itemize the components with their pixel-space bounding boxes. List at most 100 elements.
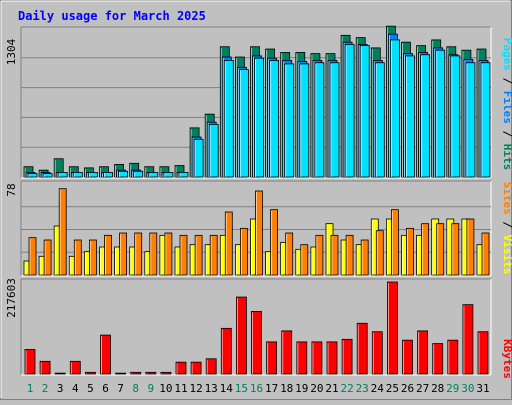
day-label: 11 xyxy=(174,382,187,395)
day-label: 9 xyxy=(147,382,154,395)
bar-sites xyxy=(104,234,112,276)
bar-kbytes xyxy=(160,371,172,375)
bar-kbytes xyxy=(54,372,66,375)
bar-kbytes xyxy=(356,322,368,375)
bar-sites xyxy=(28,237,37,276)
bar-sites xyxy=(270,209,279,276)
bar-kbytes xyxy=(462,304,474,375)
bar-pages xyxy=(88,172,98,178)
bar-sites xyxy=(239,227,248,276)
day-label: 28 xyxy=(431,382,444,395)
chart-title: Daily usage for March 2025 xyxy=(18,9,206,23)
day-label: 23 xyxy=(356,382,369,395)
day-label: 29 xyxy=(446,382,459,395)
bar-kbytes xyxy=(145,371,157,375)
bar-pages xyxy=(238,69,249,178)
bar-pages xyxy=(405,55,415,178)
bar-pages xyxy=(435,49,446,178)
bar-kbytes xyxy=(341,338,353,375)
bar-sites xyxy=(436,223,445,276)
bar-kbytes xyxy=(220,327,232,375)
bar-kbytes xyxy=(130,371,142,375)
day-label: 8 xyxy=(132,382,139,395)
bar-sites xyxy=(255,190,263,276)
day-label: 3 xyxy=(57,382,64,395)
bar-sites xyxy=(73,239,82,276)
day-label: 7 xyxy=(117,382,124,395)
legend-visits-panel: Sites / Visits xyxy=(501,182,512,275)
bar-pages xyxy=(450,55,461,178)
bar-sites xyxy=(406,227,414,276)
bar-sites xyxy=(330,234,339,276)
bar-pages xyxy=(178,172,189,178)
bar-pages xyxy=(223,60,234,178)
bar-sites xyxy=(345,234,354,276)
bar-sites xyxy=(58,188,67,276)
legend-separator-2: / xyxy=(501,124,512,144)
bar-pages xyxy=(314,62,325,178)
bar-pages xyxy=(193,138,204,178)
day-label: 27 xyxy=(416,382,429,395)
bar-kbytes xyxy=(296,341,308,375)
ymax-label-visits: 78 xyxy=(5,183,18,196)
bar-sites xyxy=(466,218,475,276)
bar-sites xyxy=(300,244,309,276)
bar-sites xyxy=(360,239,369,276)
day-label: 2 xyxy=(42,382,49,395)
legend-kbytes: KBytes xyxy=(501,339,512,379)
day-label: 13 xyxy=(205,382,218,395)
bar-pages xyxy=(329,62,340,178)
bar-pages xyxy=(374,62,385,178)
bar-sites xyxy=(43,239,52,276)
bar-pages xyxy=(57,172,68,178)
bar-kbytes xyxy=(266,341,278,375)
legend-pages: Pages xyxy=(501,38,512,71)
day-label: 31 xyxy=(476,382,489,395)
bar-pages xyxy=(72,172,83,178)
day-label: 14 xyxy=(220,382,234,395)
bar-sites xyxy=(89,239,97,276)
bar-kbytes xyxy=(251,311,262,375)
bar-kbytes xyxy=(447,339,459,375)
day-label: 18 xyxy=(280,382,293,395)
bars xyxy=(23,25,491,375)
legend-separator-3: / xyxy=(501,215,512,235)
bar-pages xyxy=(148,172,159,178)
bar-kbytes xyxy=(417,330,429,375)
legend-hits: Hits xyxy=(501,144,512,171)
bar-pages xyxy=(208,124,219,178)
bar-kbytes xyxy=(326,341,338,375)
bar-sites xyxy=(209,234,218,276)
day-label: 15 xyxy=(235,382,248,395)
bar-kbytes xyxy=(386,281,398,375)
day-label: 24 xyxy=(371,382,385,395)
bar-sites xyxy=(194,234,203,276)
bar-sites xyxy=(149,232,158,276)
x-axis-day-labels: 1 2 3 4 5 6 7 8 9 10 11 12 13 14 15 16 17 18 19 20 21 22 23 24 2… xyxy=(27,382,490,395)
bar-kbytes xyxy=(85,371,96,375)
day-label: 5 xyxy=(87,382,94,395)
bar-sites xyxy=(390,209,399,276)
bar-sites xyxy=(481,232,490,276)
bar-sites xyxy=(315,234,324,276)
bar-sites xyxy=(451,223,460,276)
bar-pages xyxy=(254,57,264,178)
bar-kbytes xyxy=(235,296,247,375)
bar-kbytes xyxy=(477,331,489,375)
day-label: 4 xyxy=(72,382,79,395)
bar-sites xyxy=(134,232,143,276)
day-label: 21 xyxy=(325,382,338,395)
day-label: 22 xyxy=(340,382,353,395)
bar-pages xyxy=(465,62,476,178)
bar-pages xyxy=(299,63,310,178)
bar-pages xyxy=(284,63,295,178)
bar-pages xyxy=(480,62,491,178)
bar-pages xyxy=(133,170,144,178)
bar-kbytes xyxy=(24,349,36,375)
bar-kbytes xyxy=(190,361,202,375)
bar-kbytes xyxy=(115,372,126,375)
bar-pages xyxy=(118,170,128,178)
day-label: 17 xyxy=(265,382,278,395)
bar-sites xyxy=(285,232,294,276)
